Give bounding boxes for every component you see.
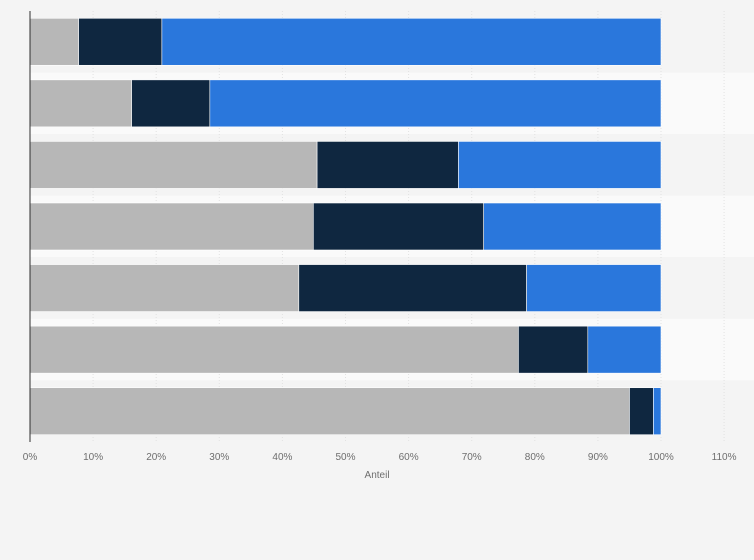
bar-segment-series-2	[629, 387, 654, 436]
bar-segment-series-2	[78, 17, 163, 66]
x-tick-label: 80%	[525, 452, 545, 463]
x-tick-label: 110%	[712, 452, 737, 463]
x-tick-labels: 0% 10% 20% 30% 40% 50% 60% 70% 80% 90% 100% 110%	[23, 452, 737, 463]
bar-segment-series-2	[131, 79, 211, 128]
x-axis-title: Anteil	[365, 470, 390, 481]
bar-segment-series-3	[587, 325, 662, 374]
x-tick-label: 60%	[399, 452, 419, 463]
bar-segment-series-1	[29, 387, 630, 436]
x-tick-label: 30%	[209, 452, 229, 463]
bar-segment-series-3	[526, 264, 662, 312]
bar-segment-series-1	[29, 202, 314, 251]
bar-segment-series-1	[29, 141, 318, 189]
x-tick-label: 10%	[83, 452, 103, 463]
bar-segment-series-3	[209, 79, 662, 128]
x-tick-label: 90%	[588, 452, 608, 463]
bar-segment-series-2	[313, 202, 484, 251]
bar-segment-series-2	[316, 141, 459, 189]
bar-segment-series-3	[161, 17, 662, 66]
bar-segment-series-3	[653, 387, 662, 436]
x-tick-label: 40%	[272, 452, 292, 463]
x-tick-label: 20%	[146, 452, 166, 463]
x-tick-label: 50%	[335, 452, 355, 463]
bar-segment-series-1	[29, 17, 79, 66]
bar-segment-series-1	[29, 325, 519, 374]
bar-segment-series-3	[458, 141, 662, 189]
bar-segment-series-2	[518, 325, 589, 374]
bar-segment-series-1	[29, 79, 132, 128]
x-tick-label: 0%	[23, 452, 38, 463]
bar-segment-series-1	[29, 264, 300, 312]
x-tick-label: 100%	[648, 452, 674, 463]
bar-segment-series-2	[298, 264, 527, 312]
bars	[29, 17, 662, 436]
bar-segment-series-3	[483, 202, 662, 251]
x-tick-label: 70%	[462, 452, 482, 463]
